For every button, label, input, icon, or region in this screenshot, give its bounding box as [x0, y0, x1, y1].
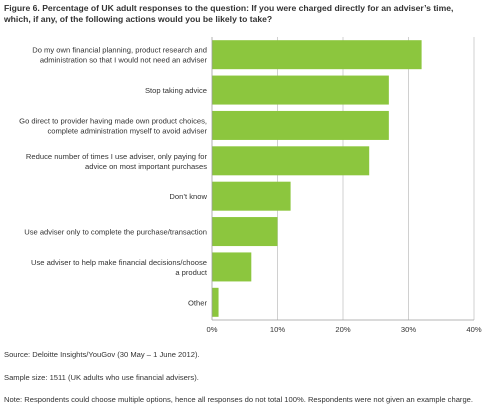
- bar: [212, 146, 370, 176]
- category-label: Use adviser only to complete the purchas…: [24, 228, 207, 237]
- bar-chart: Do my own financial planning, product re…: [19, 37, 482, 334]
- bar: [212, 287, 219, 317]
- bars: [212, 40, 422, 317]
- sample-size-note: Sample size: 1511 (UK adults who use fin…: [4, 373, 199, 382]
- x-tick-label: 10%: [270, 325, 285, 334]
- category-label: Reduce number of times I use adviser, on…: [26, 152, 208, 171]
- category-label: Go direct to provider having made own pr…: [19, 116, 207, 135]
- x-tick-label: 30%: [401, 325, 416, 334]
- x-tick-label: 20%: [335, 325, 350, 334]
- x-tick-label: 0%: [207, 325, 218, 334]
- bar: [212, 110, 389, 140]
- category-labels: Do my own financial planning, product re…: [19, 46, 208, 308]
- category-label: Stop taking advice: [145, 86, 207, 95]
- x-tick-labels: 0% 10% 20% 30% 40%: [207, 325, 482, 334]
- bar: [212, 40, 422, 70]
- category-label: Other: [188, 298, 207, 307]
- x-tick-label: 40%: [466, 325, 481, 334]
- source-note: Source: Deloitte Insights/YouGov (30 May…: [4, 350, 200, 359]
- bar: [212, 75, 389, 105]
- bar: [212, 181, 291, 211]
- chart-title: Figure 6. Percentage of UK adult respons…: [4, 3, 454, 24]
- category-label: Use adviser to help make financial decis…: [31, 258, 208, 277]
- category-label: Don’t know: [169, 192, 207, 201]
- category-label: Do my own financial planning, product re…: [32, 46, 207, 65]
- bar: [212, 217, 278, 247]
- axes: [211, 37, 474, 321]
- bar: [212, 252, 252, 282]
- footnote: Note: Respondents could choose multiple …: [4, 395, 473, 404]
